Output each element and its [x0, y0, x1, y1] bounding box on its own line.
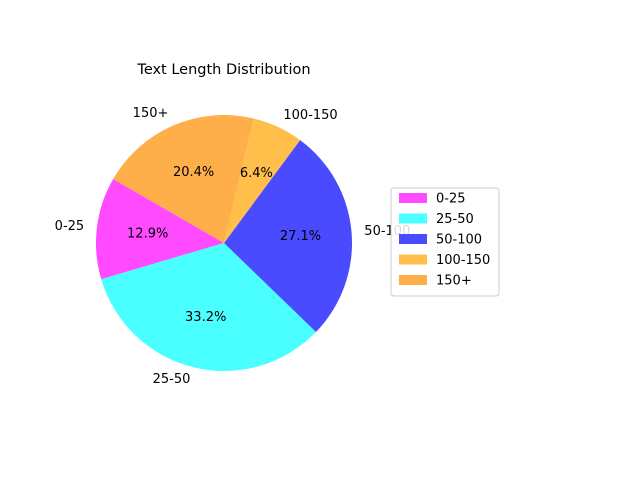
legend-swatch: [399, 193, 427, 203]
pie-slices: [95, 115, 352, 372]
legend-label: 100-150: [436, 253, 490, 268]
pie-slice-150plus: [113, 115, 254, 243]
slice-percent-labels: 12.9% 33.2% 27.1% 6.4% 20.4%: [127, 165, 321, 325]
slice-percent-label: 6.4%: [240, 166, 273, 181]
chart-legend: 0-25 25-50 50-100 100-150 150+: [390, 187, 500, 297]
slice-percent-label: 12.9%: [127, 226, 168, 241]
legend-swatch: [399, 275, 427, 285]
legend-label: 25-50: [436, 212, 474, 227]
slice-category-label: 25-50: [153, 372, 191, 387]
legend-label: 150+: [436, 274, 472, 289]
pie-slice-100-150: [224, 118, 301, 243]
pie-slice-25-50: [101, 243, 317, 372]
pie-slice-50-100: [224, 140, 352, 332]
slice-percent-label: 33.2%: [185, 310, 226, 325]
legend-label: 0-25: [436, 192, 466, 207]
legend-swatch: [399, 213, 427, 224]
legend-swatch: [399, 254, 427, 265]
slice-category-label: 100-150: [283, 108, 337, 123]
slice-category-label: 0-25: [55, 219, 85, 234]
slice-percent-label: 20.4%: [173, 165, 214, 180]
slice-percent-label: 27.1%: [280, 229, 321, 244]
chart-title: Text Length Distribution: [136, 62, 310, 78]
slice-category-label: 150+: [133, 106, 169, 121]
pie-slice-0-25: [95, 179, 224, 280]
legend-label: 50-100: [436, 233, 482, 248]
legend-items: 0-25 25-50 50-100 100-150 150+: [399, 192, 490, 289]
legend-swatch: [399, 234, 427, 244]
